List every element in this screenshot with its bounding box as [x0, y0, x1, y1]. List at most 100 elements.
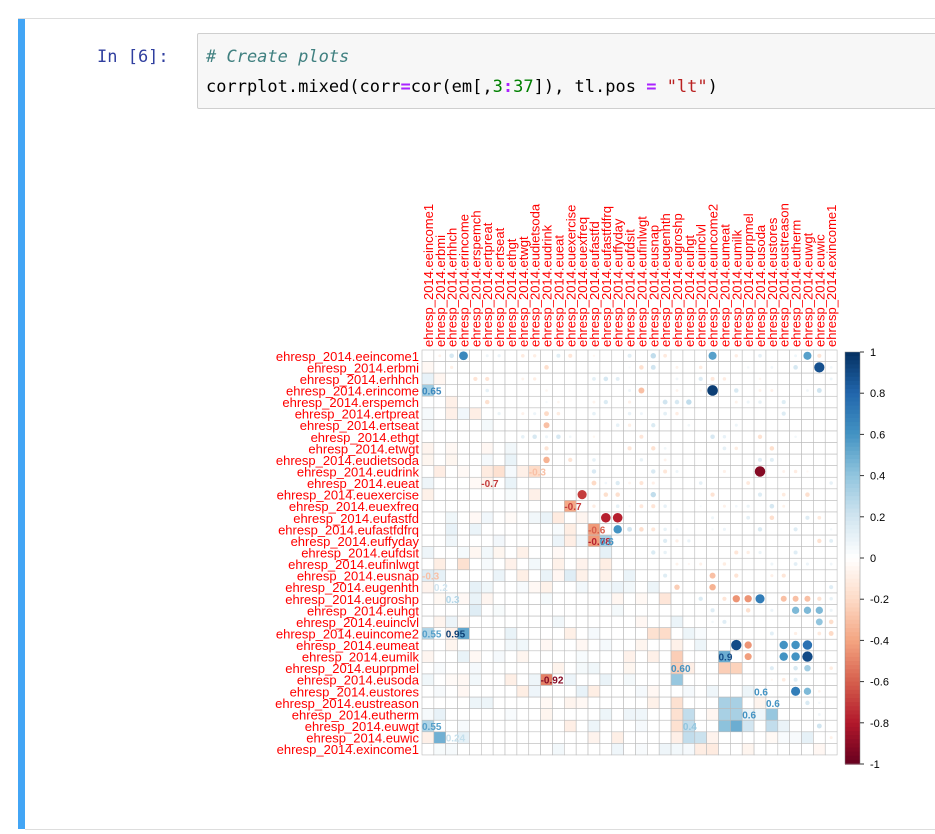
matrix-cell [528, 627, 541, 640]
matrix-cell [492, 592, 506, 605]
row-label: ehresp_2014.eufinlwgt [288, 557, 419, 572]
matrix-cell [777, 511, 790, 524]
matrix-cell [457, 685, 470, 698]
matrix-cell [469, 650, 482, 663]
matrix-cell [492, 719, 506, 733]
matrix-cell [706, 708, 719, 721]
row-label: ehresp_2014.eufastfdfrq [278, 522, 419, 537]
matrix-cell [694, 615, 707, 628]
matrix-cell [469, 696, 482, 709]
matrix-cell [635, 731, 648, 744]
cell-selection-bar[interactable] [18, 19, 25, 829]
matrix-cell [469, 662, 482, 675]
correlation-circle [746, 515, 751, 520]
matrix-cell [575, 731, 589, 744]
row-label: ehresp_2014.erspemch [282, 395, 419, 410]
correlation-circle [675, 528, 679, 531]
correlation-circle [814, 362, 825, 373]
colorbar-segment [845, 553, 860, 559]
matrix-cell [433, 615, 447, 628]
matrix-cell [706, 731, 719, 744]
matrix-cell [753, 638, 767, 652]
matrix-cell [516, 719, 530, 733]
correlation-circle [780, 595, 787, 602]
matrix-cell [777, 419, 790, 432]
matrix-cell [801, 476, 814, 490]
matrix-cell [635, 592, 648, 605]
matrix-cell [552, 465, 565, 478]
correlation-circle [651, 469, 656, 474]
code-token: cor(em[, [410, 77, 493, 97]
matrix-cell [433, 650, 447, 663]
matrix-cell [694, 638, 707, 652]
matrix-cell [552, 638, 565, 652]
matrix-cell [587, 569, 601, 582]
correlation-circle [805, 515, 810, 520]
matrix-cell [706, 719, 719, 733]
correlation-circle [828, 619, 834, 625]
correlation-circle [746, 400, 750, 404]
correlation-circle [639, 504, 644, 509]
matrix-cell [706, 500, 719, 513]
column-label: ehresp_2014.euinclvl [694, 224, 709, 347]
correlation-circle [710, 492, 715, 497]
matrix-cell [421, 476, 435, 490]
matrix-cell [682, 523, 696, 536]
matrix-cell [682, 708, 696, 721]
matrix-cell [658, 604, 672, 617]
matrix-cell [753, 534, 767, 547]
matrix-cell [623, 372, 636, 386]
matrix-cell [730, 731, 743, 744]
matrix-cell [421, 395, 435, 409]
code-input-area[interactable]: # Create plots corrplot.mixed(corr=cor(e… [197, 33, 935, 109]
matrix-cell [682, 581, 696, 594]
matrix-cell [777, 546, 790, 559]
matrix-cell [469, 592, 482, 605]
matrix-cell [777, 708, 790, 721]
matrix-cell [540, 511, 553, 524]
matrix-cell [504, 638, 518, 652]
matrix-cell [635, 581, 648, 594]
colorbar-segment [845, 599, 860, 604]
column-label: ehresp_2014.eudrink [540, 224, 555, 347]
matrix-cell [564, 731, 577, 744]
matrix-cell [635, 569, 648, 582]
matrix-cell [528, 534, 541, 547]
colorbar-segment [845, 578, 860, 584]
matrix-cell [516, 488, 530, 501]
correlation-circle [543, 422, 550, 429]
matrix-cell [457, 581, 470, 594]
correlation-circle [638, 387, 645, 394]
correlation-circle [732, 595, 740, 603]
colorbar-segment [845, 747, 860, 753]
matrix-cell [445, 511, 458, 524]
column-label: ehresp_2014.eudietsoda [528, 203, 543, 347]
matrix-cell [516, 662, 530, 675]
matrix-cell [765, 465, 779, 478]
matrix-cell [575, 546, 589, 559]
matrix-cell [575, 662, 589, 675]
matrix-cell [777, 615, 790, 628]
matrix-cell [777, 442, 790, 455]
matrix-cell [599, 349, 613, 362]
matrix-cell [516, 673, 530, 686]
matrix-cell [813, 523, 826, 536]
matrix-cell [682, 638, 696, 652]
matrix-cell [741, 569, 755, 582]
matrix-cell [670, 488, 684, 501]
matrix-cell [611, 442, 624, 455]
code-operator: = [400, 77, 411, 97]
correlation-circle [745, 608, 751, 613]
correlation-circle [639, 458, 644, 462]
matrix-cell [706, 557, 719, 571]
matrix-cell [504, 361, 518, 374]
matrix-cell [765, 523, 779, 536]
matrix-cell [801, 731, 814, 744]
matrix-cell [765, 372, 779, 386]
matrix-cell [469, 627, 482, 640]
matrix-cell [777, 604, 790, 617]
matrix-cell [741, 453, 755, 467]
matrix-cell [670, 673, 684, 686]
row-label: ehresp_2014.eugroshp [285, 592, 419, 607]
colorbar-segment [845, 537, 860, 543]
